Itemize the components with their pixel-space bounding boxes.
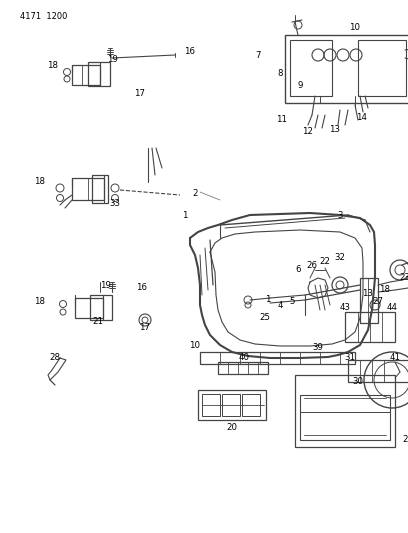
Text: 14: 14 — [357, 114, 368, 123]
Text: 33: 33 — [109, 199, 120, 208]
Bar — [72, 178, 104, 200]
Text: 19: 19 — [100, 280, 111, 289]
Text: 30: 30 — [353, 377, 364, 386]
Text: 3: 3 — [337, 211, 343, 220]
Text: 4: 4 — [277, 301, 283, 310]
Text: 18: 18 — [379, 286, 390, 295]
Bar — [88, 62, 110, 86]
Text: 13: 13 — [330, 125, 341, 134]
Text: 17: 17 — [140, 324, 151, 333]
Bar — [90, 295, 112, 320]
Bar — [198, 390, 266, 420]
Bar — [242, 394, 260, 416]
Text: 21: 21 — [93, 318, 104, 327]
Text: 44: 44 — [386, 303, 397, 312]
Text: 13: 13 — [362, 289, 373, 298]
Bar — [348, 360, 408, 382]
Bar — [75, 298, 103, 318]
Bar — [295, 375, 395, 447]
Text: 12: 12 — [302, 127, 313, 136]
Text: 18: 18 — [35, 297, 46, 306]
Bar — [72, 65, 100, 85]
Text: 28: 28 — [49, 353, 60, 362]
Text: 39: 39 — [313, 343, 324, 352]
Text: 31: 31 — [344, 353, 355, 362]
Bar — [200, 352, 355, 364]
Text: 32: 32 — [335, 254, 346, 262]
Bar — [345, 312, 395, 342]
Text: 18: 18 — [47, 61, 58, 69]
Text: 6: 6 — [295, 265, 301, 274]
Text: 23: 23 — [399, 273, 408, 282]
Bar — [92, 175, 108, 203]
Text: 17: 17 — [135, 88, 146, 98]
Text: 10: 10 — [189, 342, 200, 351]
Text: 16: 16 — [137, 284, 148, 293]
Text: 8: 8 — [277, 69, 283, 77]
Text: 22: 22 — [319, 257, 330, 266]
Text: 27: 27 — [373, 297, 384, 306]
Text: 11: 11 — [277, 116, 288, 125]
Text: 18: 18 — [35, 177, 46, 187]
Text: 25: 25 — [259, 313, 271, 322]
Bar — [222, 394, 240, 416]
Text: 5: 5 — [289, 297, 295, 306]
Text: 4171  1200: 4171 1200 — [20, 12, 67, 21]
Text: 16: 16 — [184, 47, 195, 56]
Text: 10: 10 — [350, 23, 361, 33]
Text: 19: 19 — [106, 55, 118, 64]
Text: 43: 43 — [339, 303, 350, 312]
Text: 1: 1 — [265, 295, 271, 304]
Text: 26: 26 — [306, 261, 317, 270]
Text: 7: 7 — [255, 51, 261, 60]
Bar — [360, 278, 378, 323]
Bar — [218, 362, 268, 374]
Text: 40: 40 — [239, 353, 250, 362]
Bar — [202, 394, 220, 416]
Text: 20: 20 — [226, 424, 237, 432]
Text: 41: 41 — [390, 352, 401, 361]
Text: 2: 2 — [192, 189, 198, 198]
Text: 1: 1 — [182, 211, 188, 220]
Bar — [285, 35, 408, 103]
Bar — [300, 395, 390, 440]
Bar — [290, 40, 332, 96]
Bar — [358, 40, 406, 96]
Text: 29: 29 — [403, 435, 408, 445]
Text: 9: 9 — [297, 80, 303, 90]
